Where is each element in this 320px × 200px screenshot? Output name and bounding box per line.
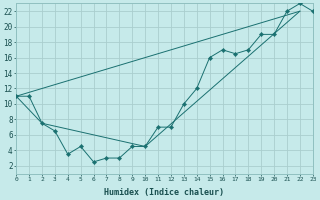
X-axis label: Humidex (Indice chaleur): Humidex (Indice chaleur) [105, 188, 225, 197]
